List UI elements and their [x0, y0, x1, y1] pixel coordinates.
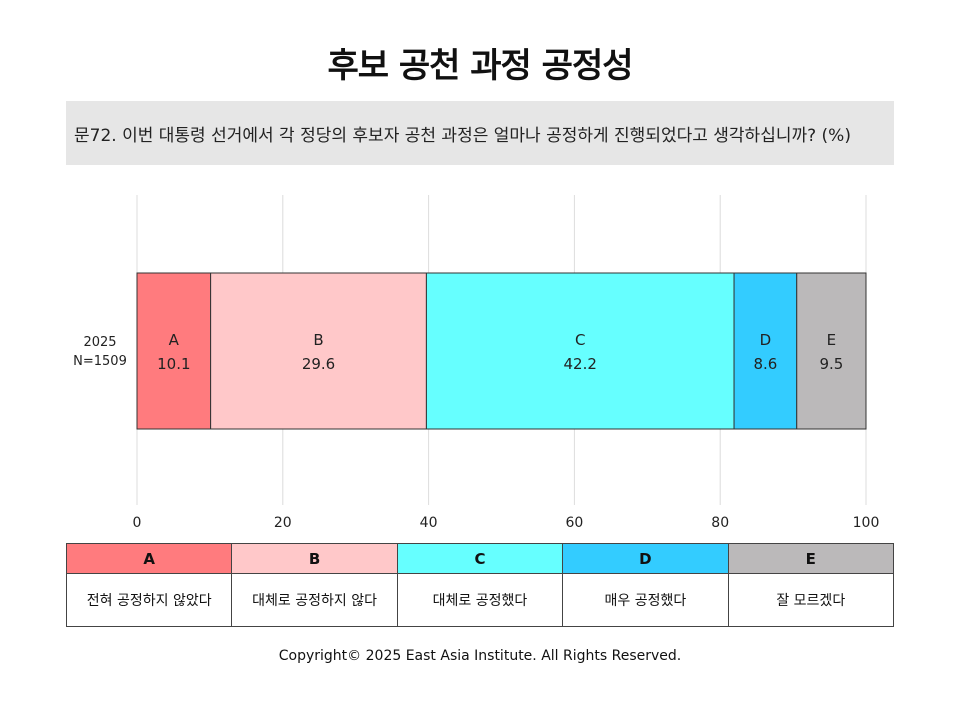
- x-tick-label: 80: [711, 515, 729, 531]
- legend-label-b: 대체로 공정하지 않다: [231, 573, 398, 627]
- x-tick-label: 20: [274, 515, 292, 531]
- segment-name-label: C: [575, 331, 585, 349]
- x-tick-label: 60: [565, 515, 583, 531]
- copyright-text: Copyright© 2025 East Asia Institute. All…: [278, 648, 682, 664]
- category-label: 2025: [83, 335, 116, 350]
- segment-name-label: A: [169, 331, 180, 349]
- legend-label-a: 전혀 공정하지 않았다: [65, 573, 233, 627]
- category-layer: 2025 N=1509: [73, 335, 127, 369]
- bar-segment-d: [733, 272, 798, 430]
- category-label: N=1509: [73, 354, 127, 369]
- legend-key-b: B: [231, 543, 398, 574]
- data-label: 42.2: [564, 355, 597, 373]
- data-label: 8.6: [753, 355, 777, 373]
- bar-layer: A 10.1 B 29.6 C 42.2 D 8.6 E 9.5: [136, 272, 867, 430]
- stacked-bar-chart: A 10.1 B 29.6 C 42.2 D 8.6 E 9.5 0 20 40 60 80 100 202…: [73, 195, 880, 531]
- legend-label-e: 잘 모르겠다: [727, 573, 895, 627]
- legend-key-e: E: [727, 543, 895, 574]
- data-label: 9.5: [819, 355, 843, 373]
- bar-segment-b: [210, 272, 427, 430]
- legend-label-c: 대체로 공정했다: [396, 573, 564, 627]
- x-tick-label: 0: [133, 515, 142, 531]
- segment-name-label: D: [760, 331, 772, 349]
- legend-label-d: 매우 공정했다: [562, 573, 729, 627]
- legend-key-d: D: [562, 543, 729, 574]
- legend-key-a: A: [65, 543, 233, 574]
- x-tick-label: 100: [853, 515, 880, 531]
- tick-layer: 0 20 40 60 80 100: [133, 515, 880, 531]
- data-label: 29.6: [302, 355, 335, 373]
- page-title: 후보 공천 과정 공정성: [327, 46, 633, 86]
- question-text: 문72. 이번 대통령 선거에서 각 정당의 후보자 공천 과정은 얼마나 공정…: [66, 101, 894, 165]
- bar-segment-e: [796, 272, 867, 430]
- segment-name-label: B: [313, 331, 323, 349]
- data-label: 10.1: [157, 355, 190, 373]
- x-tick-label: 40: [420, 515, 438, 531]
- legend-key-c: C: [396, 543, 564, 574]
- legend-table: A B C D E 전혀 공정하지 않았다 대체로 공정하지 않다 대체로 공정…: [65, 543, 895, 627]
- bar-segment-a: [136, 272, 212, 430]
- bar-segment-c: [425, 272, 735, 430]
- segment-name-label: E: [827, 331, 836, 349]
